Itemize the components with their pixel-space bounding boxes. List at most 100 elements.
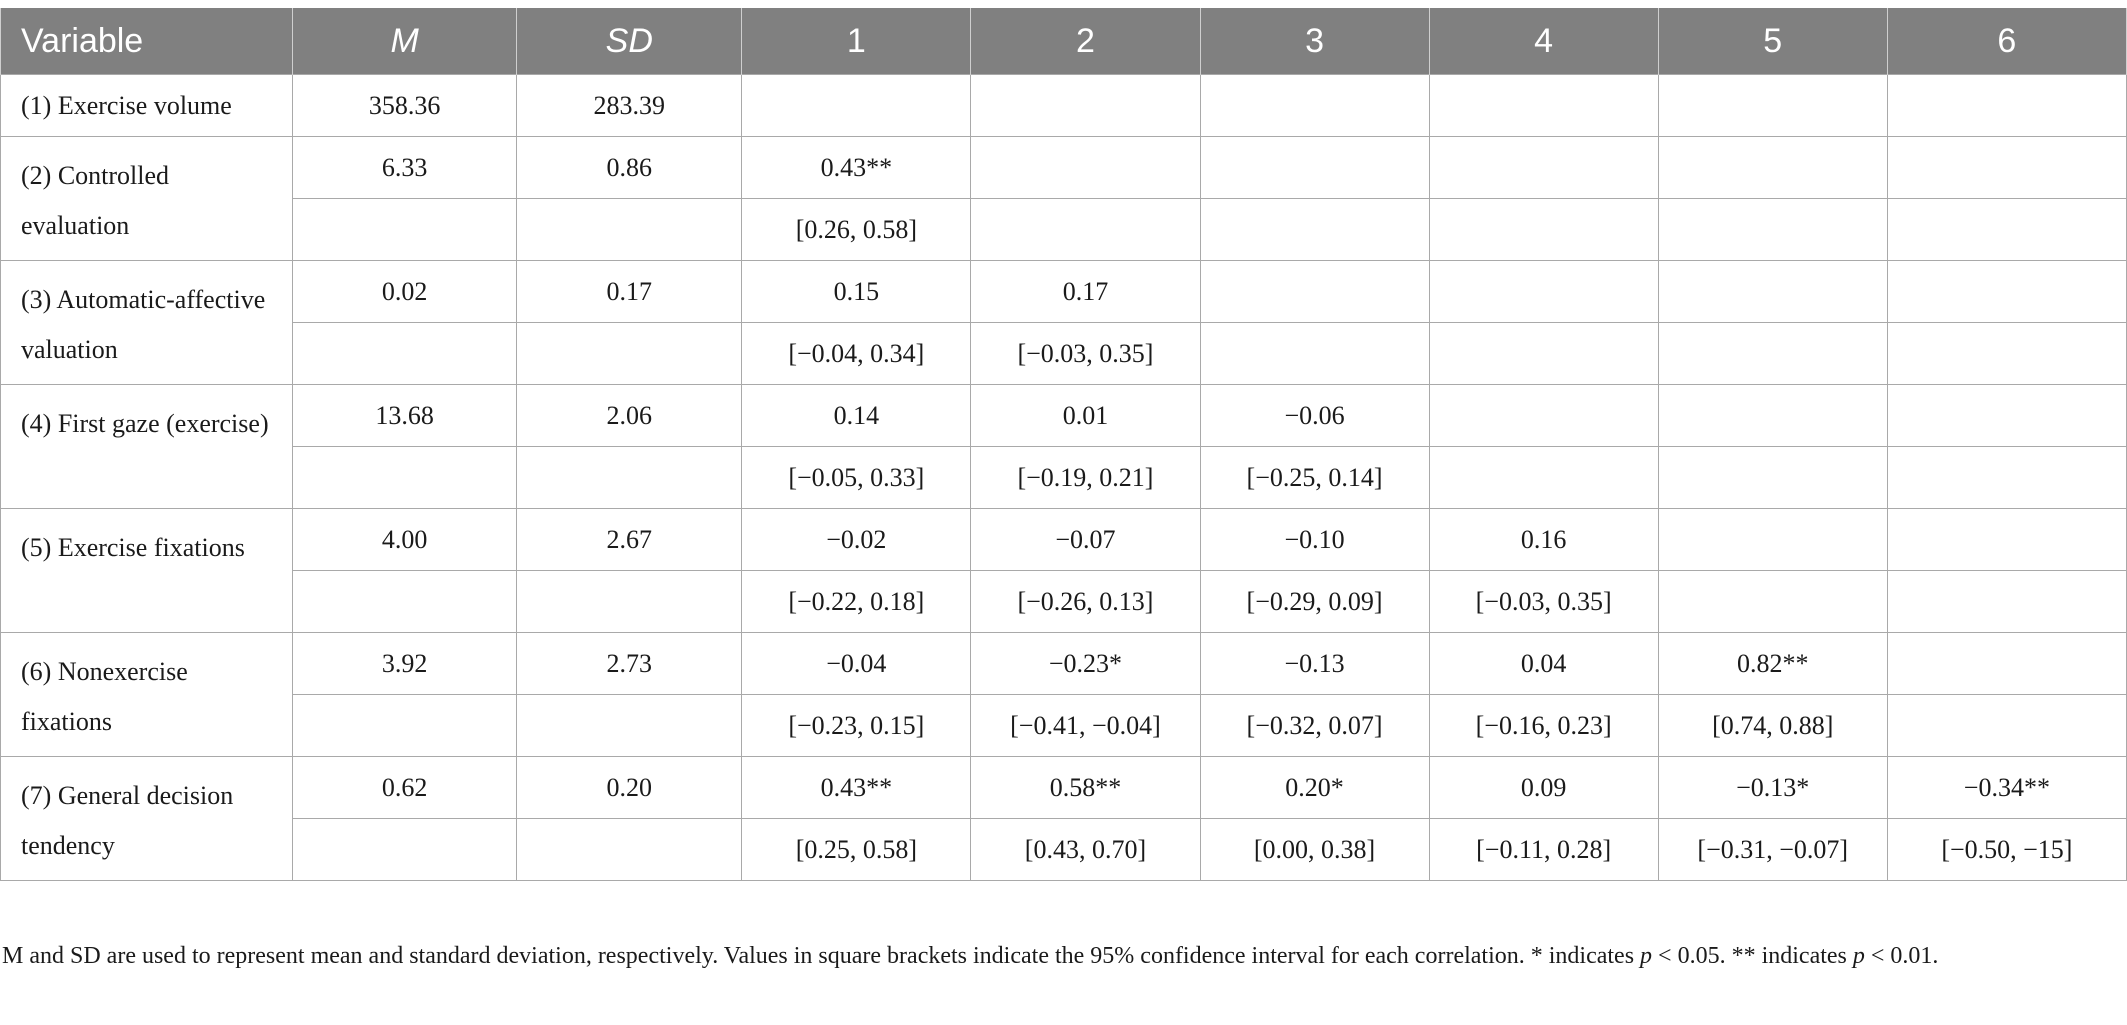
confidence-interval-cell: [−0.22, 0.18] bbox=[741, 570, 972, 633]
variable-name-cell: (1) Exercise volume bbox=[0, 74, 294, 137]
confidence-interval-cell bbox=[1199, 198, 1430, 261]
confidence-interval-cell bbox=[1657, 570, 1888, 633]
correlation-cell bbox=[1199, 74, 1430, 137]
sd-cell: 2.73 bbox=[516, 632, 743, 695]
table-row: (2) Controlled evaluation 6.33 0.86 0.43** bbox=[0, 136, 2127, 261]
correlation-cell bbox=[1886, 384, 2127, 447]
variable-name-cell: (4) First gaze (exercise) bbox=[0, 384, 294, 509]
correlation-cell: −0.04 bbox=[741, 632, 972, 695]
confidence-interval-cell: [0.26, 0.58] bbox=[741, 198, 972, 261]
sd-cell: 2.06 bbox=[516, 384, 743, 447]
confidence-interval-cell: [−0.19, 0.21] bbox=[970, 446, 1201, 509]
sd-cell: 0.86 bbox=[516, 136, 743, 199]
table-body: (1) Exercise volume 358.36 283.39 (2) Contr… bbox=[0, 74, 2127, 881]
variable-name-cell: (2) Controlled evaluation bbox=[0, 136, 294, 261]
confidence-interval-cell: [0.43, 0.70] bbox=[970, 818, 1201, 881]
correlation-cell: 0.43** bbox=[741, 136, 972, 199]
confidence-interval-cell: [−0.29, 0.09] bbox=[1199, 570, 1430, 633]
empty-cell bbox=[292, 446, 518, 509]
confidence-interval-cell: [−0.23, 0.15] bbox=[741, 694, 972, 757]
header-mean: M bbox=[292, 8, 518, 75]
mean-cell: 4.00 bbox=[292, 508, 518, 571]
header-row: Variable M SD 1 2 3 4 5 6 bbox=[0, 8, 2127, 75]
confidence-interval-cell: [−0.05, 0.33] bbox=[741, 446, 972, 509]
header-col-3: 3 bbox=[1199, 8, 1430, 75]
correlation-cell bbox=[1428, 260, 1659, 323]
correlation-cell: −0.07 bbox=[970, 508, 1201, 571]
correlation-cell bbox=[1886, 632, 2127, 695]
mean-cell: 358.36 bbox=[292, 74, 518, 137]
header-col-4: 4 bbox=[1428, 8, 1659, 75]
confidence-interval-cell: [−0.26, 0.13] bbox=[970, 570, 1201, 633]
correlation-cell: 0.04 bbox=[1428, 632, 1659, 695]
table-row-ci: [−0.04, 0.34] [−0.03, 0.35] bbox=[1, 322, 2127, 385]
correlation-cell bbox=[1886, 136, 2127, 199]
correlation-cell bbox=[1886, 508, 2127, 571]
header-sd: SD bbox=[516, 8, 743, 75]
correlation-cell bbox=[1886, 260, 2127, 323]
confidence-interval-cell: [−0.25, 0.14] bbox=[1199, 446, 1430, 509]
empty-cell bbox=[292, 198, 518, 261]
confidence-interval-cell: [0.25, 0.58] bbox=[741, 818, 972, 881]
correlation-cell: −0.06 bbox=[1199, 384, 1430, 447]
confidence-interval-cell: [−0.41, −0.04] bbox=[970, 694, 1201, 757]
mean-cell: 13.68 bbox=[292, 384, 518, 447]
correlation-cell bbox=[1657, 384, 1888, 447]
table-row-ci: [−0.05, 0.33] [−0.19, 0.21] [−0.25, 0.14] bbox=[1, 446, 2127, 509]
correlation-cell bbox=[1428, 136, 1659, 199]
table-row: (4) First gaze (exercise) 13.68 2.06 0.14 0.… bbox=[0, 384, 2127, 509]
sd-cell: 0.20 bbox=[516, 756, 743, 819]
correlation-cell bbox=[741, 74, 972, 137]
footnote-text-1: M and SD are used to represent mean and … bbox=[2, 943, 1641, 969]
correlation-cell: 0.20* bbox=[1199, 756, 1430, 819]
table-row-ci: [−0.23, 0.15] [−0.41, −0.04] [−0.32, 0.07]… bbox=[1, 694, 2127, 757]
correlation-cell: 0.14 bbox=[741, 384, 972, 447]
footnote-text-2: < 0.05. ** indicates bbox=[1652, 943, 1853, 969]
empty-cell bbox=[516, 198, 743, 261]
confidence-interval-cell bbox=[1428, 322, 1659, 385]
confidence-interval-cell bbox=[1657, 446, 1888, 509]
correlation-cell: 0.43** bbox=[741, 756, 972, 819]
variable-name-cell: (6) Nonexercise fixations bbox=[0, 632, 294, 757]
footnote-p-symbol-2: p bbox=[1852, 943, 1865, 969]
mean-cell: 6.33 bbox=[292, 136, 518, 199]
correlation-cell: −0.02 bbox=[741, 508, 972, 571]
correlation-cell bbox=[1428, 384, 1659, 447]
confidence-interval-cell bbox=[1886, 570, 2127, 633]
table-row: (3) Automatic-affective valuation 0.02 0.1… bbox=[0, 260, 2127, 385]
confidence-interval-cell bbox=[1428, 198, 1659, 261]
footnote-text-3: < 0.01. bbox=[1864, 943, 1939, 969]
mean-cell: 0.62 bbox=[292, 756, 518, 819]
confidence-interval-cell: [−0.04, 0.34] bbox=[741, 322, 972, 385]
empty-cell bbox=[292, 694, 518, 757]
header-variable: Variable bbox=[0, 8, 294, 75]
confidence-interval-cell bbox=[970, 198, 1201, 261]
correlation-cell: −0.23* bbox=[970, 632, 1201, 695]
table-row-ci: [0.26, 0.58] bbox=[1, 198, 2127, 261]
table-row-ci: [−0.22, 0.18] [−0.26, 0.13] [−0.29, 0.09][… bbox=[1, 570, 2127, 633]
sd-cell: 2.67 bbox=[516, 508, 743, 571]
correlation-cell bbox=[1199, 136, 1430, 199]
correlation-cell: 0.16 bbox=[1428, 508, 1659, 571]
correlation-cell: −0.10 bbox=[1199, 508, 1430, 571]
correlation-cell bbox=[1657, 136, 1888, 199]
correlation-cell: 0.09 bbox=[1428, 756, 1659, 819]
confidence-interval-cell bbox=[1428, 446, 1659, 509]
correlation-cell: −0.34** bbox=[1886, 756, 2127, 819]
confidence-interval-cell: [−0.32, 0.07] bbox=[1199, 694, 1430, 757]
empty-cell bbox=[516, 570, 743, 633]
confidence-interval-cell bbox=[1886, 446, 2127, 509]
correlation-cell bbox=[970, 74, 1201, 137]
confidence-interval-cell: [−0.50, −15] bbox=[1886, 818, 2127, 881]
confidence-interval-cell bbox=[1886, 322, 2127, 385]
table-header: Variable M SD 1 2 3 4 5 6 bbox=[0, 8, 2127, 75]
header-col-2: 2 bbox=[970, 8, 1201, 75]
correlation-cell: 0.01 bbox=[970, 384, 1201, 447]
header-col-6: 6 bbox=[1886, 8, 2127, 75]
table-row: (6) Nonexercise fixations 3.92 2.73 −0.04 −0… bbox=[0, 632, 2127, 757]
empty-cell bbox=[516, 694, 743, 757]
header-col-1: 1 bbox=[741, 8, 972, 75]
confidence-interval-cell: [−0.31, −0.07] bbox=[1657, 818, 1888, 881]
correlation-cell: 0.15 bbox=[741, 260, 972, 323]
table-footnote: M and SD are used to represent mean and … bbox=[2, 938, 2112, 975]
